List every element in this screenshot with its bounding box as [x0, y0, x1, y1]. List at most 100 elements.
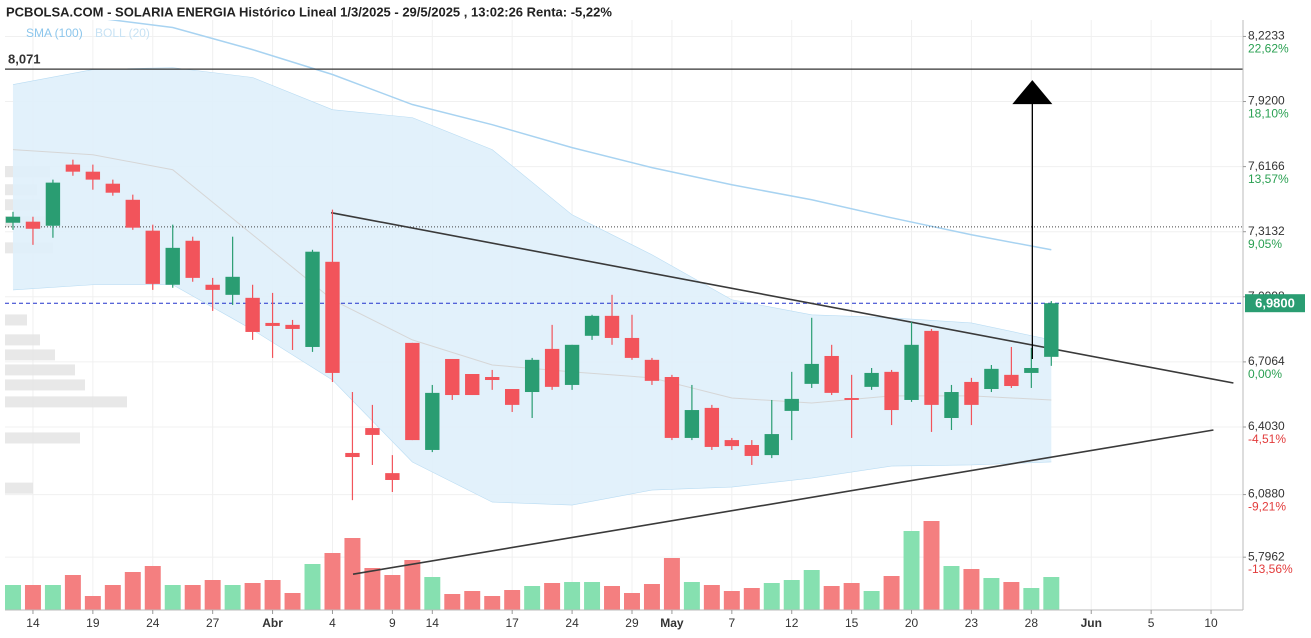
y2-tick-label: -13,56% [1248, 562, 1293, 576]
x-tick-label: 20 [905, 616, 919, 630]
volume-profile-bar [5, 364, 75, 376]
last-price-box [1245, 294, 1305, 313]
candle-body [85, 171, 101, 180]
volume-bar [444, 594, 461, 610]
candle-body [65, 164, 81, 172]
volume-bar [524, 586, 541, 610]
candle-body [125, 199, 140, 228]
x-tick-label: 19 [86, 616, 100, 630]
y2-tick-label: 13,57% [1248, 172, 1289, 186]
volume-bar [5, 585, 21, 610]
y2-tick-label: 0,00% [1248, 367, 1282, 381]
y-tick-label: 7,6166 [1248, 159, 1285, 173]
volume-bar [344, 538, 361, 610]
x-tick-label: 28 [1025, 616, 1039, 630]
y2-tick-label: 22,62% [1248, 42, 1289, 56]
y-tick-label: 7,9200 [1248, 94, 1285, 108]
candle-body [504, 389, 520, 405]
candle-body [704, 407, 720, 447]
volume-bar [823, 586, 840, 610]
candle-body [1044, 303, 1059, 357]
y-tick-label: 5,7962 [1248, 549, 1285, 563]
candle-body [644, 359, 660, 381]
x-tick-label: 29 [625, 616, 639, 630]
sma-line [107, 20, 1052, 251]
volume-bar [464, 591, 481, 610]
candle-body [564, 344, 580, 385]
y2-tick-label: -9,21% [1248, 500, 1286, 514]
x-tick-label: 12 [785, 616, 799, 630]
chart-title: PCBOLSA.COM - SOLARIA ENERGIA Histórico … [6, 4, 612, 19]
volume-bar [244, 583, 261, 610]
x-tick-label: 14 [426, 616, 440, 630]
volume-bar [164, 585, 181, 610]
candle-body [365, 428, 380, 435]
volume-bar [883, 576, 900, 610]
y-tick-label: 6,0880 [1248, 487, 1285, 501]
volume-bar [803, 570, 820, 610]
candle-body [245, 297, 260, 332]
x-tick-label: 9 [389, 616, 396, 630]
candle-body [405, 342, 420, 441]
volume-bar [903, 531, 920, 610]
candle-body [325, 261, 340, 373]
candle-body [305, 251, 320, 347]
y-tick-label: 7,3132 [1248, 224, 1285, 238]
volume-bar [983, 578, 1000, 610]
volume-bar [364, 568, 381, 610]
candle-body [225, 276, 240, 295]
volume-bar [963, 569, 980, 610]
volume-bar [404, 560, 421, 610]
x-tick-label: May [660, 616, 684, 630]
volume-bar [763, 583, 780, 610]
legend-bollinger: BOLL (20) [95, 26, 150, 40]
candle-body [784, 398, 799, 411]
candle-body [624, 337, 640, 358]
volume-bar [304, 564, 321, 610]
volume-bar [663, 558, 680, 610]
candle-body [984, 368, 999, 390]
candle-body [165, 247, 180, 285]
bollinger-lower [12, 284, 1052, 506]
candle-body [724, 440, 740, 447]
candle-body [145, 230, 160, 284]
candle-body [25, 221, 41, 229]
volume-bar [923, 521, 940, 610]
volume-bar [504, 590, 521, 610]
candle-body [604, 315, 620, 338]
volume-bar [943, 566, 960, 610]
candle-body [465, 374, 480, 396]
x-tick-label: 5 [1148, 616, 1155, 630]
horizontal-line-label: 8,071 [8, 52, 41, 67]
volume-bar [84, 596, 101, 610]
y-tick-label: 6,7064 [1248, 354, 1285, 368]
candle-body [45, 182, 61, 226]
x-tick-label: 15 [845, 616, 859, 630]
candle-body [265, 322, 280, 326]
volume-bar [44, 585, 61, 610]
volume-profile-bar [5, 379, 85, 391]
candle-body [824, 355, 839, 393]
candle-body [425, 392, 440, 450]
y-tick-label: 8,2233 [1248, 29, 1285, 43]
candle-body [684, 410, 700, 438]
volume-bar [783, 580, 800, 610]
x-tick-label: 17 [506, 616, 520, 630]
y2-tick-label: -4,51% [1248, 432, 1286, 446]
candle-body [904, 344, 919, 400]
volume-bar [643, 584, 660, 610]
candle-body [804, 363, 819, 384]
x-tick-label: 24 [565, 616, 579, 630]
x-tick-label: 10 [1204, 616, 1218, 630]
candle-body [385, 473, 400, 480]
volume-bar [484, 596, 501, 610]
x-tick-label: Abr [262, 616, 283, 630]
volume-bar [843, 583, 860, 610]
y2-tick-label: 9,05% [1248, 237, 1282, 251]
volume-bar [1003, 582, 1020, 610]
candle-body [964, 381, 979, 405]
volume-bar [24, 585, 41, 610]
y2-tick-label: 18,10% [1248, 107, 1289, 121]
volume-profile-bar [5, 396, 127, 408]
plot-area [5, 20, 1243, 610]
